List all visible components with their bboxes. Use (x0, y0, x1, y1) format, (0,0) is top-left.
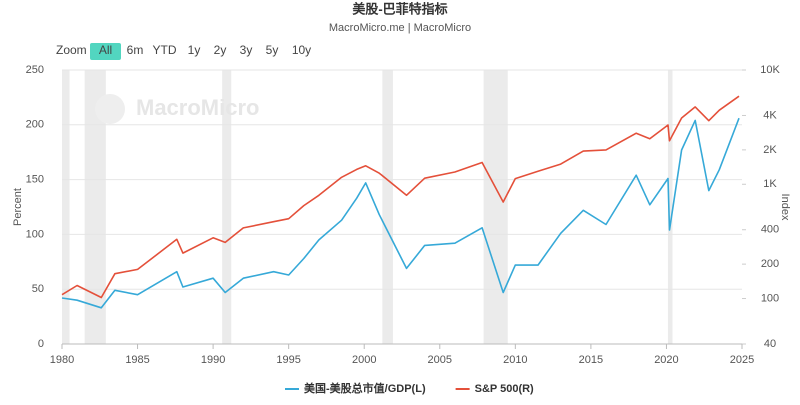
chart-subtitle: MacroMicro.me | MacroMicro (329, 22, 471, 34)
y-tick-label: 100 (26, 228, 44, 240)
x-tick-label: 2010 (503, 354, 527, 366)
recession-band (222, 70, 232, 344)
y-tick-label: 150 (26, 174, 44, 186)
chart-title: 美股-巴菲特指标 (352, 1, 447, 16)
y-tick-label: 0 (38, 338, 44, 350)
range-button[interactable]: 10y (292, 43, 311, 57)
recession-band (382, 70, 393, 344)
watermark: MacroMicro (136, 95, 259, 120)
y2-tick-label: 40 (764, 338, 776, 350)
series-line (61, 117, 740, 309)
range-button[interactable]: All (99, 43, 112, 57)
watermark-logo (95, 94, 125, 124)
y2-tick-label: 1K (763, 178, 777, 190)
x-tick-label: 1980 (50, 354, 74, 366)
y2-tick-label: 100 (761, 292, 779, 304)
x-tick-label: 2025 (730, 354, 754, 366)
y-axis-title: Percent (12, 188, 24, 226)
y2-tick-label: 10K (760, 64, 780, 76)
range-button[interactable]: 1y (188, 43, 201, 57)
range-button[interactable]: 5y (266, 43, 279, 57)
range-button[interactable]: 6m (127, 43, 144, 57)
x-tick-label: 1990 (201, 354, 225, 366)
x-tick-label: 1985 (125, 354, 149, 366)
recession-band (84, 70, 106, 344)
range-button[interactable]: 2y (214, 43, 227, 57)
legend-label[interactable]: 美国-美股总市值/GDP(L) (304, 381, 426, 395)
y2-tick-label: 200 (761, 258, 779, 270)
x-tick-label: 2000 (352, 354, 376, 366)
y-tick-label: 200 (26, 119, 44, 131)
recession-band (62, 70, 70, 344)
zoom-label: Zoom (56, 43, 87, 57)
x-tick-label: 1995 (276, 354, 300, 366)
y2-tick-label: 400 (761, 224, 779, 236)
series-line (61, 95, 740, 299)
x-tick-label: 2005 (428, 354, 452, 366)
legend-label[interactable]: S&P 500(R) (475, 383, 534, 395)
y2-tick-label: 4K (763, 109, 777, 121)
range-button[interactable]: YTD (153, 43, 177, 57)
y-tick-label: 50 (32, 283, 44, 295)
recession-band (483, 70, 508, 344)
x-tick-label: 2015 (579, 354, 603, 366)
x-tick-label: 2020 (654, 354, 678, 366)
y-tick-label: 250 (26, 64, 44, 76)
range-button-bg (90, 43, 121, 60)
y2-axis-title: Index (779, 194, 791, 221)
recession-band (667, 70, 673, 344)
range-button[interactable]: 3y (240, 43, 253, 57)
y2-tick-label: 2K (763, 144, 777, 156)
